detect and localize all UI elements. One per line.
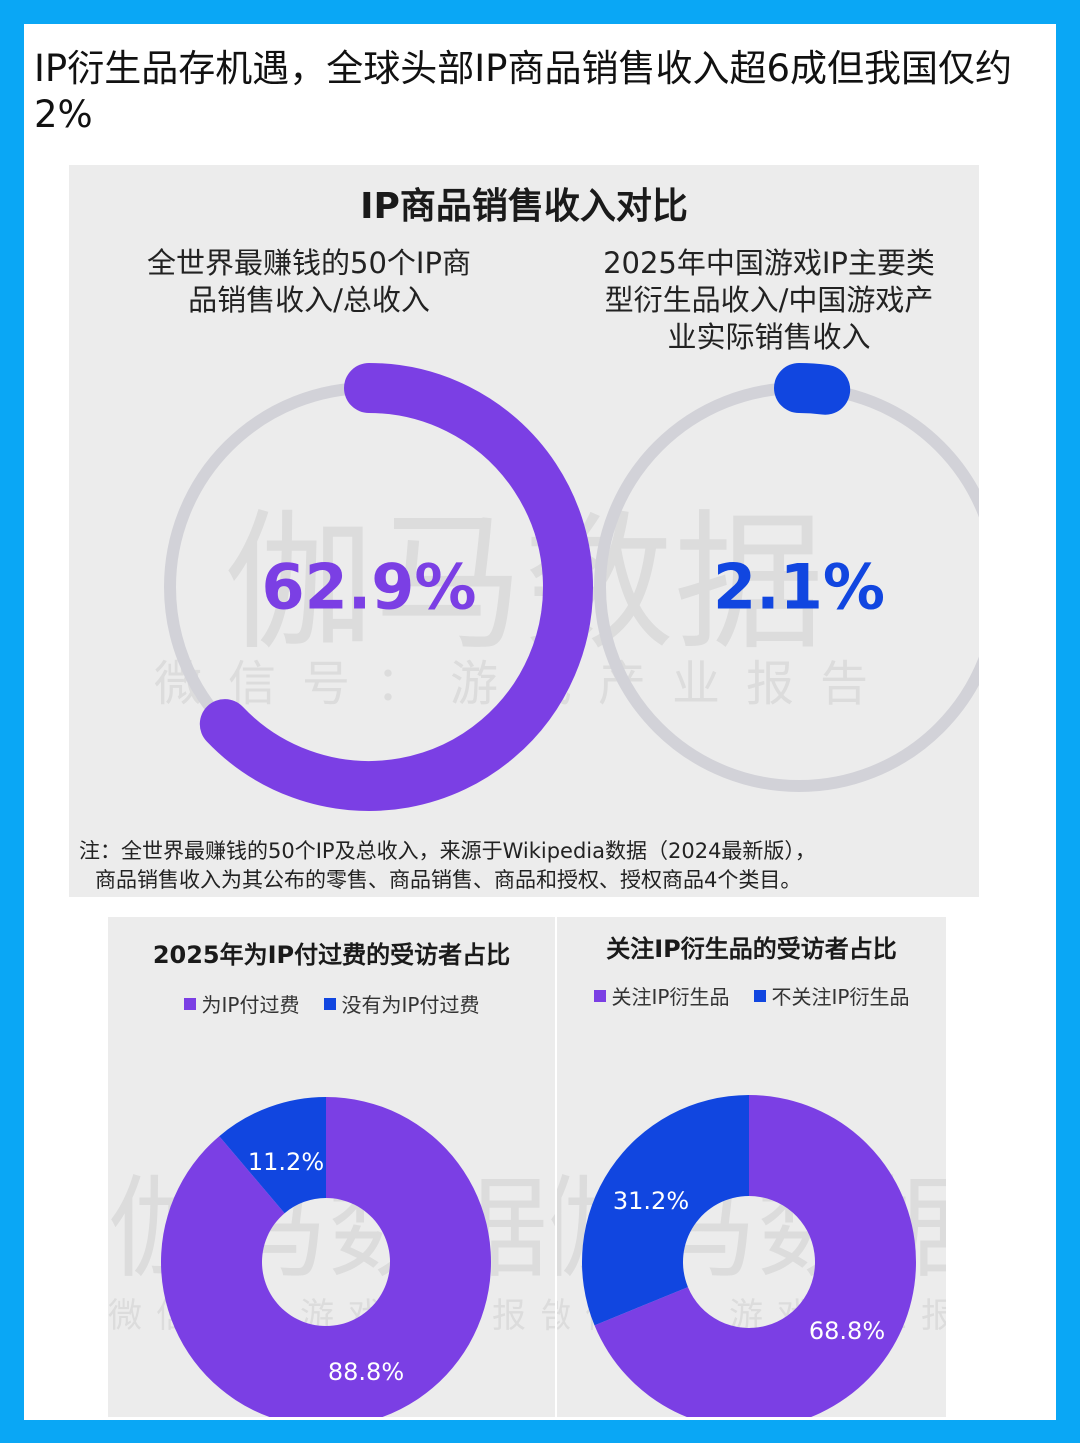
legend-swatch-purple xyxy=(593,989,606,1002)
ring-chart-left: 62.9% xyxy=(164,363,593,811)
donut-slice-1 xyxy=(161,1097,491,1417)
content-card: IP衍生品存机遇，全球头部IP商品销售收入超6成但我国仅约2% 伽马数据 微信号… xyxy=(24,24,1056,1420)
right-ring-label-line-1: 2025年中国游戏IP主要类 xyxy=(603,246,935,280)
top-chart-panel: 伽马数据 微信号：游戏产业报告 IP商品销售收入对比 全世界最赚钱的50个IP商… xyxy=(69,165,979,897)
bottom-right-panel: 关注IP衍生品的受访者占比 关注IP衍生品 不关注IP衍生品 伽马数据伽马数据 … xyxy=(557,917,946,1417)
donut-data-label-1: 88.8% xyxy=(328,1358,404,1386)
donut-chart-paid: 伽马数据伽马数据 微信号：游戏产业报告 微信号：游戏产业 88.8%11.2% xyxy=(108,1097,555,1417)
ring-value-label: 2.1% xyxy=(713,551,885,624)
left-ring-label: 全世界最赚钱的50个IP商 品销售收入/总收入 xyxy=(109,245,509,319)
source-note-line-1: 注：全世界最赚钱的50个IP及总收入，来源于Wikipedia数据（2024最新… xyxy=(79,839,816,863)
ring-progress-arc xyxy=(199,363,593,811)
donut-data-label-2: 11.2% xyxy=(248,1148,324,1176)
source-note: 注：全世界最赚钱的50个IP及总收入，来源于Wikipedia数据（2024最新… xyxy=(79,837,959,895)
legend-item-follow: 关注IP衍生品 xyxy=(593,981,730,1010)
ring-progress-arc xyxy=(774,363,851,415)
left-ring-label-line-2: 品销售收入/总收入 xyxy=(188,283,430,317)
donut-slice-2 xyxy=(582,1095,749,1326)
legend-item-paid: 为IP付过费 xyxy=(183,989,300,1018)
right-ring-label-line-2: 型衍生品收入/中国游戏产 xyxy=(604,283,934,317)
donut-slice-2 xyxy=(219,1097,326,1214)
legend-swatch-blue xyxy=(323,997,336,1010)
bottom-left-panel: 2025年为IP付过费的受访者占比 为IP付过费 没有为IP付过费 伽马数据伽马… xyxy=(108,917,555,1417)
donut-slice-1 xyxy=(594,1095,916,1417)
legend-label-not-follow: 不关注IP衍生品 xyxy=(771,985,910,1009)
source-note-line-2: 商品销售收入为其公布的零售、商品销售、商品和授权、授权商品4个类目。 xyxy=(95,868,802,892)
legend-item-not-paid: 没有为IP付过费 xyxy=(323,989,480,1018)
ring-value-label: 62.9% xyxy=(261,551,476,624)
top-rings-chart: 62.9% 2.1% xyxy=(164,363,979,811)
right-ring-label: 2025年中国游戏IP主要类 型衍生品收入/中国游戏产 业实际销售收入 xyxy=(569,245,969,356)
top-panel-title: IP商品销售收入对比 xyxy=(360,186,688,227)
legend-item-not-follow: 不关注IP衍生品 xyxy=(753,981,910,1010)
legend-swatch-blue xyxy=(753,989,766,1002)
headline: IP衍生品存机遇，全球头部IP商品销售收入超6成但我国仅约2% xyxy=(34,47,1012,136)
donut-data-label-2: 31.2% xyxy=(613,1187,689,1215)
legend-swatch-purple xyxy=(183,997,196,1010)
right-ring-label-line-3: 业实际销售收入 xyxy=(667,320,871,354)
top-panel-watermark: 伽马数据 微信号：游戏产业报告 xyxy=(154,497,868,712)
legend-label-paid: 为IP付过费 xyxy=(201,993,300,1017)
bottom-right-legend: 关注IP衍生品 不关注IP衍生品 xyxy=(557,981,946,1010)
ring-chart-right: 2.1% xyxy=(594,363,979,792)
watermark-main: 伽马数据 xyxy=(224,497,824,671)
left-ring-label-line-1: 全世界最赚钱的50个IP商 xyxy=(147,246,471,280)
bottom-left-title: 2025年为IP付过费的受访者占比 xyxy=(152,941,511,969)
bottom-right-title: 关注IP衍生品的受访者占比 xyxy=(606,935,897,963)
legend-label-follow: 关注IP衍生品 xyxy=(611,985,730,1009)
donut-data-label-1: 68.8% xyxy=(809,1317,885,1345)
legend-label-not-paid: 没有为IP付过费 xyxy=(341,993,480,1017)
bottom-left-legend: 为IP付过费 没有为IP付过费 xyxy=(108,989,555,1018)
donut-chart-follow: 伽马数据伽马数据 微信号：游戏产业报告 微信号：游戏产业 68.8%31.2% xyxy=(557,1095,946,1417)
